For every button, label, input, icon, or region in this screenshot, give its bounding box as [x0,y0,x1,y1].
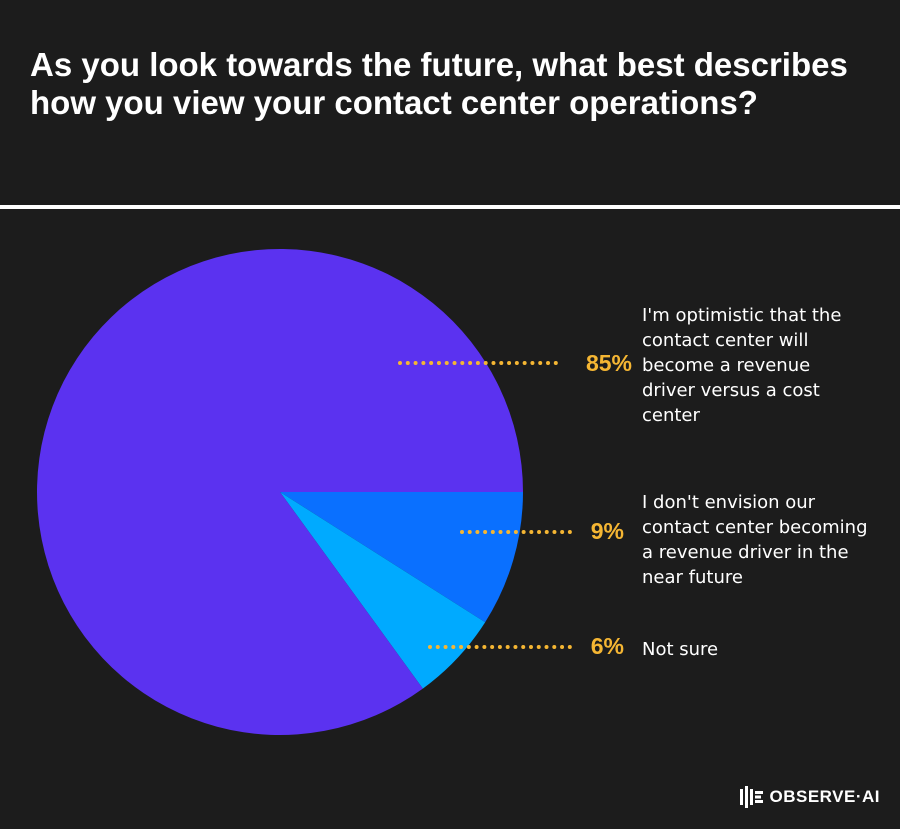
observe-ai-logo-icon [739,786,763,808]
pie-slice-3 [280,492,486,689]
pie-slice-2 [280,492,523,623]
slice-label-1: I'm optimistic that the contact center w… [642,305,842,426]
brand-name: OBSERVE·AI [769,787,880,806]
slice-label-3: Not sure [642,639,719,660]
title-divider [0,205,900,209]
pie-slice-1 [36,248,523,735]
chart-title: As you look towards the future, what bes… [30,46,848,121]
leader-dots-1 [398,361,558,365]
slice-label-2: I don't envision our contact center beco… [642,492,868,588]
slice-percent-1: 85% [585,350,632,376]
slice-percent-2: 9% [590,518,624,544]
leader-dots-2 [460,530,572,534]
leader-dots-3 [428,645,572,649]
slice-percent-3: 6% [590,633,624,659]
brand-logo: OBSERVE·AI [739,785,881,809]
